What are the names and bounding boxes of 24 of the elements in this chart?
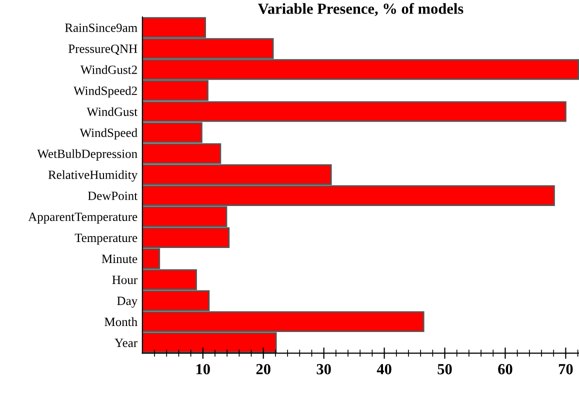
y-tick-label: PressureQNH (68, 44, 138, 55)
x-tick-label: 20 (256, 364, 270, 374)
x-tick-label: 10 (196, 364, 210, 374)
y-tick-label: RelativeHumidity (48, 170, 138, 182)
y-tick-label: WindSpeed (80, 128, 138, 140)
y-tick-label: Year (114, 338, 138, 348)
y-tick-label: WindSpeed2 (74, 86, 137, 98)
y-tick-label: Day (117, 296, 138, 308)
y-tick-label: WindGust (86, 107, 138, 116)
x-tick-label: 60 (498, 364, 512, 374)
y-tick-label: RainSince9am (65, 24, 138, 32)
chart-title: Variable Presence, % of models (258, 3, 464, 16)
y-tick-label: Hour (112, 276, 138, 284)
y-tick-label: Month (104, 317, 138, 326)
y-tick-label: DewPoint (88, 192, 138, 200)
x-tick-label: 50 (438, 364, 452, 374)
y-tick-label: WetBulbDepression (37, 149, 138, 161)
y-tick-label: ApparentTemperature (28, 212, 138, 224)
x-tick-label: 30 (316, 364, 331, 374)
y-tick-label: WindGust2 (80, 65, 137, 74)
x-tick-label: 70 (558, 364, 573, 374)
y-tick-label: Temperature (74, 234, 138, 245)
y-tick-label: Minute (102, 254, 138, 264)
x-tick-label: 40 (376, 364, 392, 374)
